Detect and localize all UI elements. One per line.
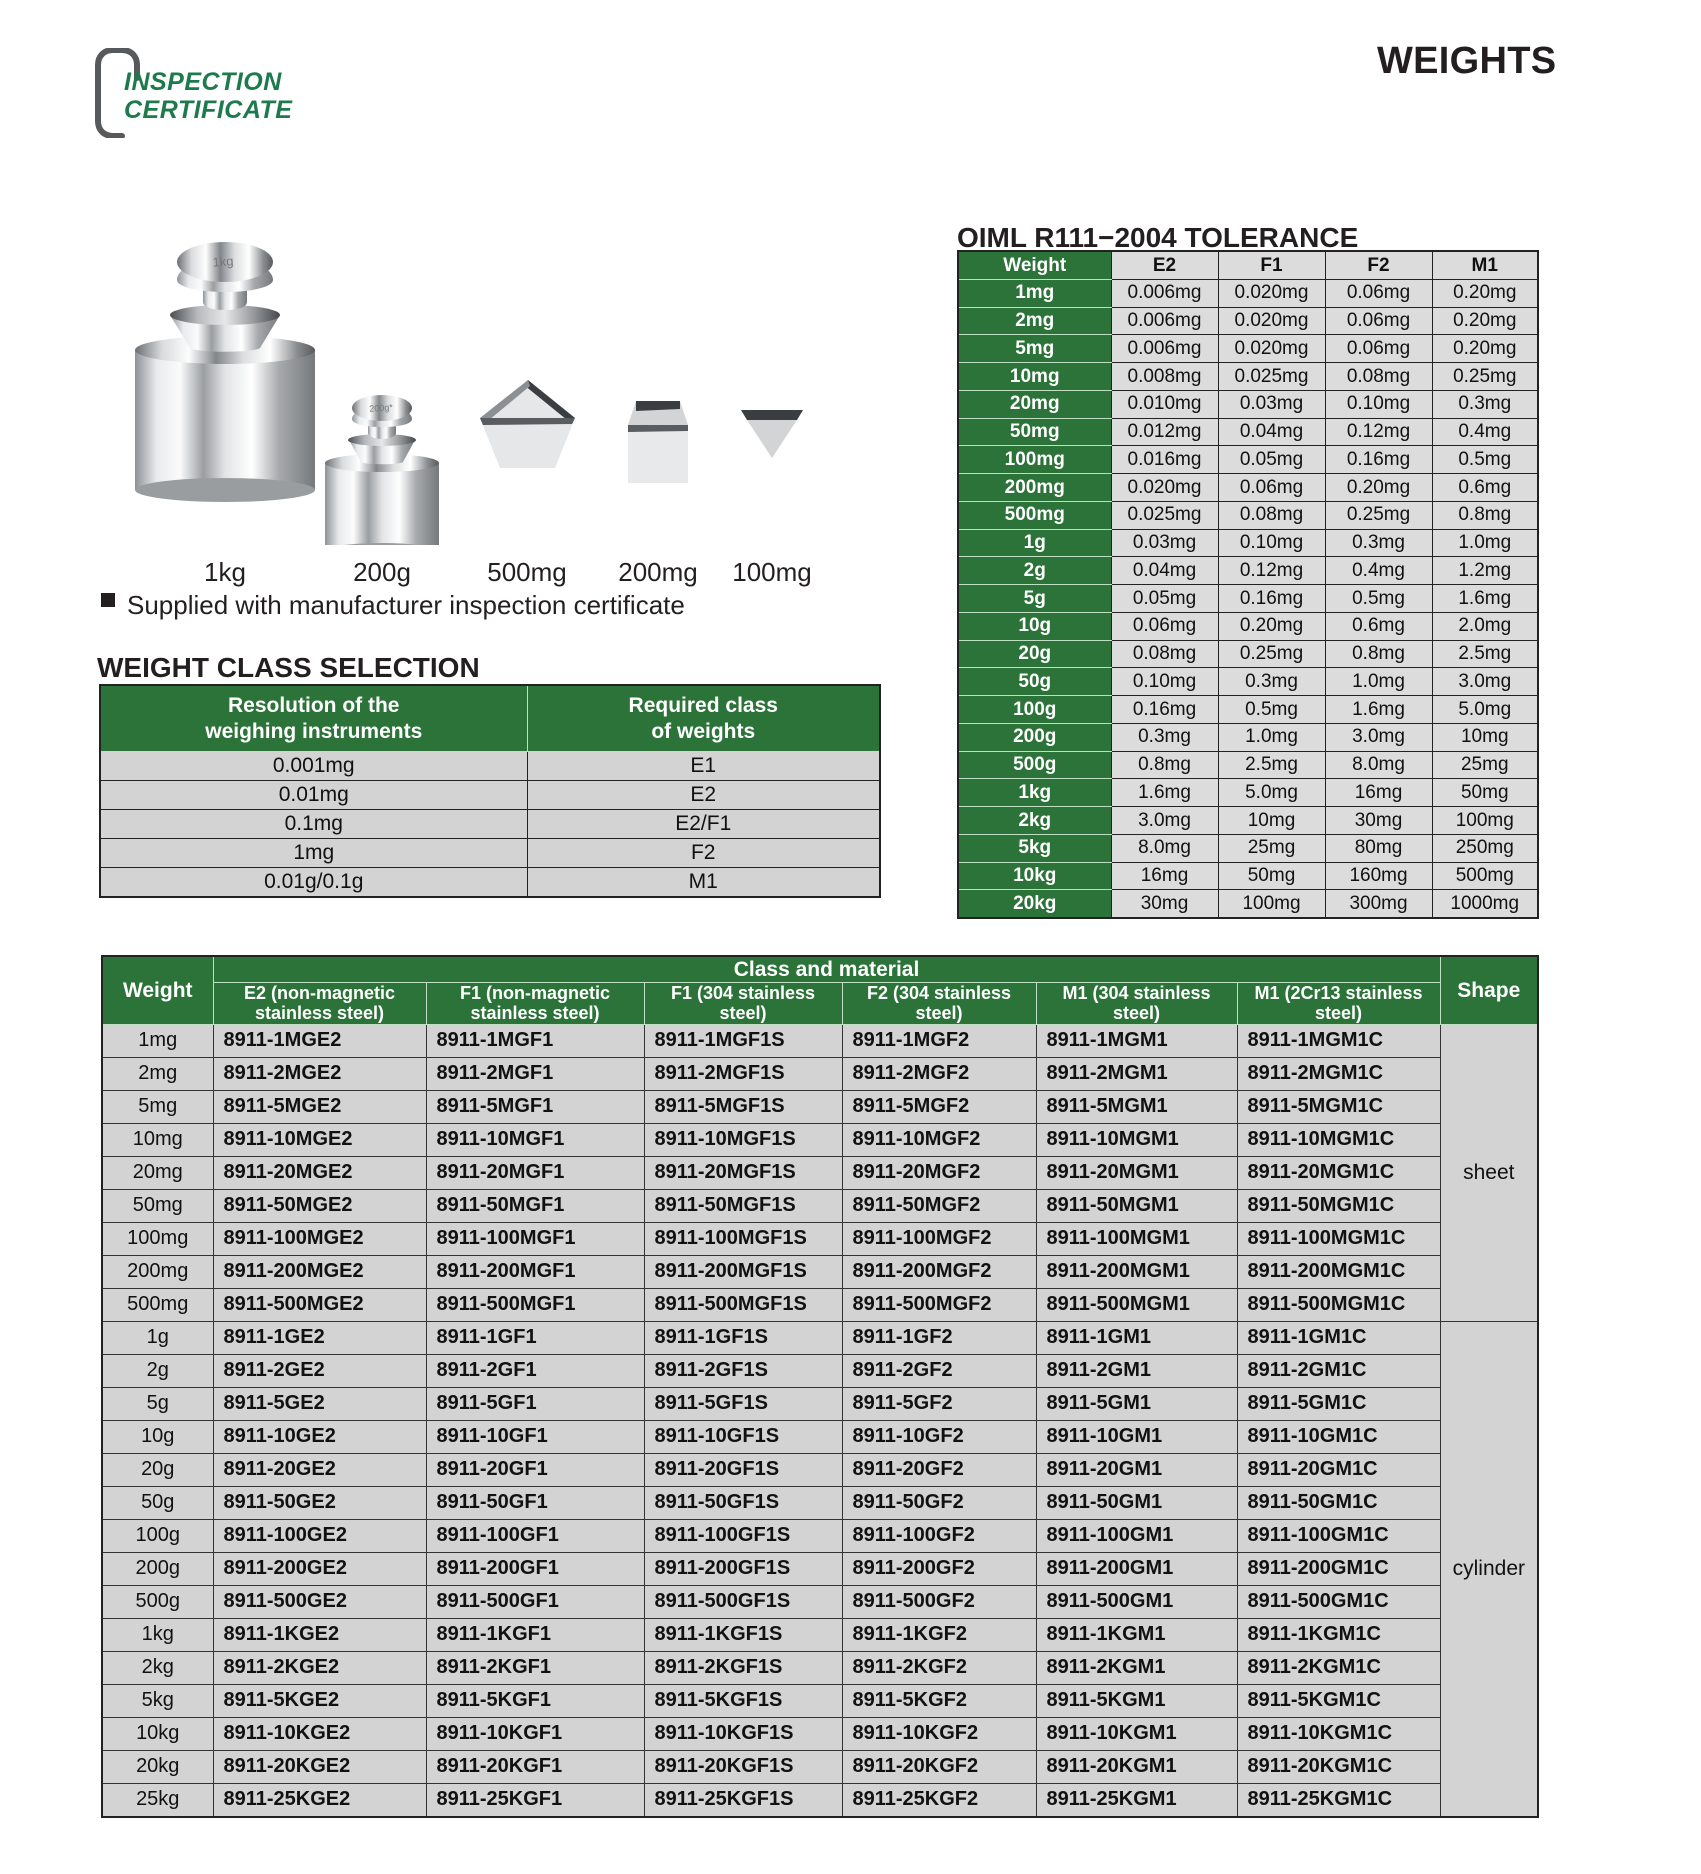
- svg-text:200g*: 200g*: [369, 402, 394, 414]
- svg-text:1kg: 1kg: [212, 253, 234, 269]
